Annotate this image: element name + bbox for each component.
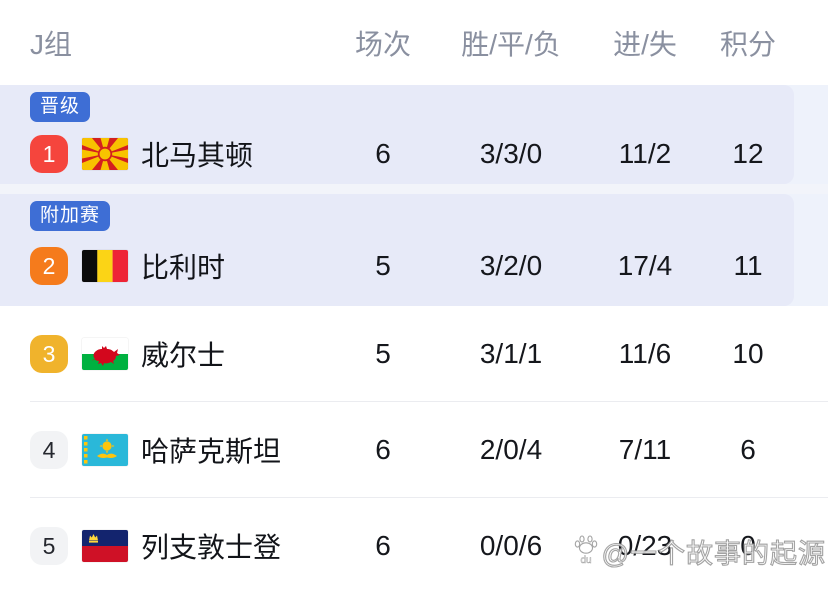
table-row-belgium[interactable]: 2 比利时 5 3/2/0 17/4 11 [0,231,828,301]
goals-cell: 11/6 [618,338,672,369]
rank-badge: 2 [30,247,68,285]
playoff-badge: 附加赛 [30,201,111,231]
liechtenstein-flag-icon [82,530,128,562]
rank-badge: 3 [30,335,68,373]
belgium-flag-icon [82,250,128,282]
matches-cell: 6 [375,530,391,561]
points-cell: 6 [740,434,756,465]
team-name: 比利时 [141,252,226,283]
points-cell: 11 [733,250,763,281]
matches-cell: 6 [375,138,391,169]
qualification-zones: 晋级 1 [0,85,828,306]
team-name: 北马其顿 [141,140,254,171]
points-cell: 10 [732,338,764,369]
rank-badge: 4 [30,431,68,469]
promotion-zone-background [0,85,794,184]
promotion-zone: 晋级 1 [0,85,828,184]
standings-header: J组 场次 胜/平/负 进/失 积分 [0,0,828,85]
matches-cell: 5 [375,338,391,369]
kazakhstan-flag-icon [82,434,128,466]
points-cell: 12 [732,138,764,169]
group-title: J组 [30,28,73,60]
team-name: 威尔士 [141,340,226,371]
zone-separator [0,184,828,194]
col-header-goals: 进/失 [613,28,677,60]
matches-cell: 6 [375,434,391,465]
goals-cell: 11/2 [618,138,672,169]
wdl-cell: 0/0/6 [479,530,543,561]
goals-cell: 0/23 [617,530,673,561]
table-row-north-macedonia[interactable]: 1 [0,122,828,186]
goals-cell: 17/4 [617,250,673,281]
matches-cell: 5 [375,250,391,281]
rank-badge: 5 [30,527,68,565]
wdl-cell: 3/1/1 [479,338,543,369]
col-header-wdl: 胜/平/负 [461,28,561,60]
team-name: 列支敦士登 [141,532,282,563]
playoff-zone: 附加赛 2 比利时 5 3/2/0 17/4 11 [0,194,828,306]
table-row-kazakhstan[interactable]: 4 哈萨克斯坦 6 2/0/4 [0,402,828,498]
wdl-cell: 2/0/4 [479,434,543,465]
wales-flag-icon [82,338,128,370]
north-macedonia-flag-icon [82,138,128,170]
col-header-points: 积分 [719,28,776,60]
playoff-zone-background [0,194,794,306]
goals-cell: 7/11 [618,434,672,465]
wdl-cell: 3/3/0 [479,138,543,169]
col-header-matches: 场次 [354,28,411,60]
points-cell: 0 [740,530,756,561]
team-name: 哈萨克斯坦 [141,436,282,467]
table-row-wales[interactable]: 3 威尔士 5 3/1/1 11/6 10 [0,306,828,402]
promotion-badge: 晋级 [30,92,91,122]
wdl-cell: 3/2/0 [479,250,543,281]
table-row-liechtenstein[interactable]: 5 列支敦士登 6 0/0/6 0/23 0 [0,498,828,594]
rank-badge: 1 [30,135,68,173]
